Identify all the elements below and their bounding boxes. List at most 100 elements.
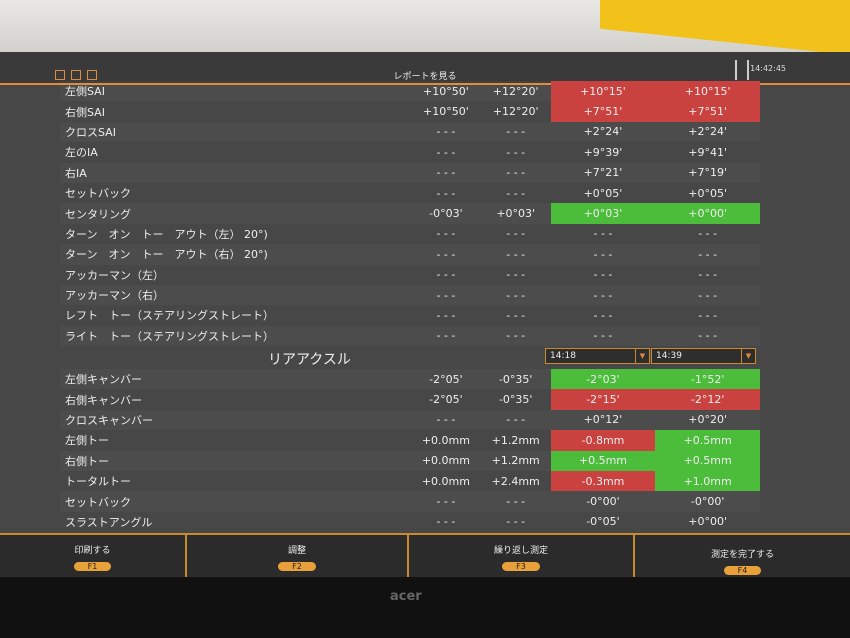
spec-min: -2°05' bbox=[429, 372, 463, 386]
button-label: 測定を完了する bbox=[710, 550, 774, 560]
table-row: センタリング -0°03' +0°03' +0°03' +0°00' bbox=[60, 203, 760, 224]
spec-max: - - - bbox=[506, 186, 526, 200]
row-label: レフト トー（ステアリングストレート） bbox=[65, 309, 274, 323]
row-label: 右側SAI bbox=[65, 105, 105, 119]
table-row: 右側トー +0.0mm +1.2mm +0.5mm +0.5mm bbox=[60, 450, 760, 471]
row-label: セットバック bbox=[65, 495, 131, 509]
select-value: 14:39 bbox=[656, 351, 682, 361]
measured-after: -1°52' bbox=[655, 369, 760, 390]
divider bbox=[633, 535, 635, 577]
spec-max: +1.2mm bbox=[491, 433, 540, 447]
measured-before: +7°21' bbox=[583, 166, 623, 180]
measured-after: +0°00' bbox=[655, 203, 760, 224]
measured-before: -2°15' bbox=[550, 389, 656, 410]
key-badge: F3 bbox=[502, 562, 540, 571]
measured-before: - - - bbox=[593, 268, 613, 282]
finish-measurement-button[interactable]: 測定を完了する F4 bbox=[635, 535, 850, 577]
row-label: 左側キャンバー bbox=[65, 373, 142, 387]
key-badge: F1 bbox=[73, 562, 112, 571]
spec-max: - - - bbox=[506, 288, 526, 302]
adjust-button[interactable]: 調整 F2 bbox=[187, 535, 407, 577]
measured-before: +2°24' bbox=[583, 125, 623, 139]
button-label: 印刷する bbox=[74, 546, 111, 556]
spec-min: - - - bbox=[436, 227, 456, 241]
table-row: レフト トー（ステアリングストレート） - - - - - - - - - - - - bbox=[60, 305, 760, 325]
table-row: 左側トー +0.0mm +1.2mm -0.8mm +0.5mm bbox=[60, 430, 760, 451]
remeasure-button[interactable]: 繰り返し測定 F3 bbox=[409, 535, 633, 577]
spec-min: -2°05' bbox=[429, 393, 463, 407]
spec-min: - - - bbox=[436, 125, 456, 139]
row-label: 右側トー bbox=[65, 454, 109, 468]
print-button[interactable]: 印刷する F1 bbox=[0, 535, 185, 577]
table-row: 左側キャンバー -2°05' -0°35' -2°03' -1°52' bbox=[60, 369, 760, 390]
table-row: スラストアングル - - - - - - -0°05' +0°00' bbox=[60, 512, 760, 532]
table-row: アッカーマン（右） - - - - - - - - - - - - bbox=[60, 285, 760, 305]
table-row: 右側SAI +10°50' +12°20' +7°51' +7°51' bbox=[60, 101, 760, 122]
row-label: 左のIA bbox=[65, 146, 98, 160]
measured-before: - - - bbox=[593, 308, 613, 322]
measured-after: +1.0mm bbox=[655, 470, 760, 492]
measured-before: -0°00' bbox=[586, 495, 620, 509]
measured-after: +0.5mm bbox=[655, 450, 760, 471]
chevron-down-icon: ▼ bbox=[741, 349, 755, 363]
spec-max: - - - bbox=[506, 247, 526, 261]
key-badge: F2 bbox=[278, 562, 316, 571]
spec-min: - - - bbox=[436, 329, 456, 343]
measured-after: +2°24' bbox=[688, 125, 728, 139]
table-row: 左側SAI +10°50' +12°20' +10°15' +10°15' bbox=[60, 81, 760, 102]
measured-after: - - - bbox=[698, 308, 718, 322]
measured-before: - - - bbox=[593, 329, 613, 343]
measured-after: - - - bbox=[698, 288, 718, 302]
table-row: セットバック - - - - - - -0°00' -0°00' bbox=[60, 491, 760, 511]
table-row: ライト トー（ステアリングストレート） - - - - - - - - - - - - bbox=[60, 326, 760, 346]
measured-before: -0.3mm bbox=[550, 470, 656, 492]
alignment-icon bbox=[735, 60, 749, 80]
spec-min: - - - bbox=[436, 308, 456, 322]
table-row: セットバック - - - - - - +0°05' +0°05' bbox=[60, 183, 760, 203]
measurement-select-2[interactable]: 14:39 ▼ bbox=[651, 348, 756, 364]
measured-before: +0.5mm bbox=[550, 450, 656, 471]
button-label: 調整 bbox=[287, 546, 306, 556]
measured-after: +10°15' bbox=[655, 81, 760, 102]
divider bbox=[407, 535, 409, 577]
spec-max: - - - bbox=[506, 166, 526, 180]
measured-after: - - - bbox=[698, 268, 718, 282]
rear-axle-table: 左側キャンバー -2°05' -0°35' -2°03' -1°52' 右側キャンバー -2… bbox=[60, 369, 760, 532]
measured-after: - - - bbox=[698, 329, 718, 343]
spec-max: - - - bbox=[506, 329, 526, 343]
table-row: 左のIA - - - - - - +9°39' +9°41' bbox=[60, 142, 760, 162]
spec-max: - - - bbox=[506, 227, 526, 241]
row-label: 左側トー bbox=[65, 434, 109, 448]
measured-before: - - - bbox=[593, 288, 613, 302]
spec-min: - - - bbox=[436, 288, 456, 302]
edit-icon[interactable] bbox=[55, 70, 65, 80]
spec-min: +10°50' bbox=[423, 105, 469, 119]
measured-after: -2°12' bbox=[655, 389, 760, 410]
spec-max: -0°35' bbox=[498, 372, 533, 386]
document-icon[interactable] bbox=[87, 70, 97, 80]
measurement-select-1[interactable]: 14:18 ▼ bbox=[545, 348, 650, 364]
spec-min: - - - bbox=[436, 495, 456, 509]
row-label: ターン オン トー アウト（左） 20°) bbox=[65, 227, 268, 241]
spec-min: - - - bbox=[436, 145, 456, 159]
spec-max: - - - bbox=[506, 125, 526, 139]
spec-max: - - - bbox=[506, 515, 526, 529]
measured-after: +7°19' bbox=[688, 166, 728, 180]
row-label: クロスキャンバー bbox=[65, 413, 153, 427]
divider bbox=[185, 535, 187, 577]
function-bar: 印刷する F1 調整 F2 繰り返し測定 F3 測定を完了する F4 bbox=[0, 533, 850, 577]
spec-min: - - - bbox=[436, 166, 456, 180]
measured-after: +0°00' bbox=[688, 515, 728, 529]
measured-before: +0°03' bbox=[550, 203, 656, 224]
measured-before: +0°12' bbox=[583, 413, 623, 427]
table-row: クロスキャンバー - - - - - - +0°12' +0°20' bbox=[60, 410, 760, 430]
row-label: クロスSAI bbox=[65, 125, 116, 139]
spec-min: - - - bbox=[436, 186, 456, 200]
row-label: スラストアングル bbox=[65, 515, 153, 529]
table-row: トータルトー +0.0mm +2.4mm -0.3mm +1.0mm bbox=[60, 470, 760, 492]
clock: 14:42:45 bbox=[750, 64, 786, 73]
spec-max: - - - bbox=[506, 413, 526, 427]
measured-before: +9°39' bbox=[583, 145, 623, 159]
vehicle-icon[interactable] bbox=[71, 70, 81, 80]
select-value: 14:18 bbox=[550, 351, 576, 361]
